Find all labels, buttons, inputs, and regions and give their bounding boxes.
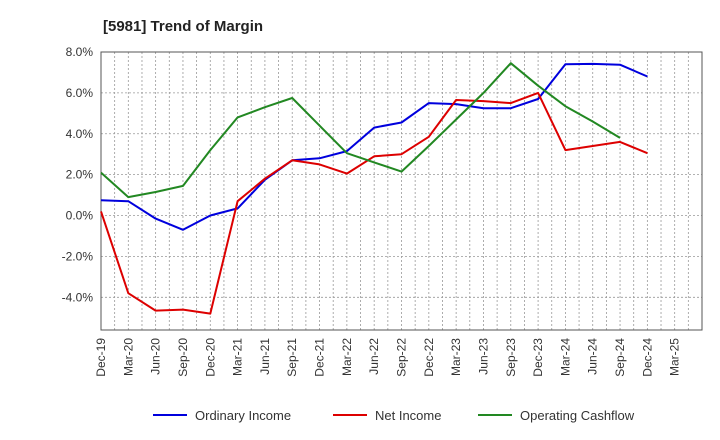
x-tick-label: Dec-24 — [640, 338, 654, 377]
x-tick-label: Sep-24 — [613, 338, 627, 377]
x-tick-label: Jun-21 — [258, 338, 272, 375]
series-line — [100, 62, 648, 231]
x-tick-label: Sep-22 — [395, 338, 409, 377]
chart-title: [5981] Trend of Margin — [103, 18, 263, 35]
x-tick-label: Mar-23 — [449, 338, 463, 376]
y-tick-label: -4.0% — [62, 290, 94, 304]
y-tick-label: 8.0% — [66, 45, 94, 59]
series-line — [100, 62, 621, 199]
x-tick-label: Mar-22 — [340, 338, 354, 376]
x-tick-label: Dec-20 — [203, 338, 217, 377]
plot-area — [100, 51, 703, 331]
legend-label: Net Income — [375, 408, 441, 423]
x-tick-label: Mar-25 — [668, 338, 682, 376]
x-tick-label: Mar-24 — [558, 338, 572, 376]
y-tick-label: 0.0% — [66, 209, 94, 223]
y-tick-label: -2.0% — [62, 249, 94, 263]
grid-lines — [101, 51, 702, 330]
x-tick-label: Sep-23 — [504, 338, 518, 377]
x-tick-label: Jun-24 — [586, 338, 600, 375]
x-tick-label: Mar-21 — [231, 338, 245, 376]
series-lines — [100, 62, 648, 315]
x-axis-ticks: Dec-19 Mar-20 Jun-20 Sep-20 Dec-20 Mar-21 Jun-… — [94, 338, 682, 377]
x-tick-label: Jun-23 — [476, 338, 490, 375]
x-tick-label: Jun-20 — [149, 338, 163, 375]
legend: Ordinary Income Net Income Operating Cashf… — [153, 408, 635, 423]
series-line — [100, 91, 648, 315]
x-tick-label: Jun-22 — [367, 338, 381, 375]
legend-label: Operating Cashflow — [520, 408, 635, 423]
x-tick-label: Mar-20 — [121, 338, 135, 376]
y-axis-ticks: 8.0% 6.0% 4.0% 2.0% 0.0% -2.0% -4.0% — [62, 45, 94, 304]
x-tick-label: Sep-20 — [176, 338, 190, 377]
legend-label: Ordinary Income — [195, 408, 291, 423]
y-tick-label: 6.0% — [66, 86, 94, 100]
x-tick-label: Dec-22 — [422, 338, 436, 377]
x-tick-label: Dec-23 — [531, 338, 545, 377]
x-tick-label: Dec-21 — [313, 338, 327, 377]
x-tick-label: Dec-19 — [94, 338, 108, 377]
y-tick-label: 2.0% — [66, 168, 94, 182]
y-tick-label: 4.0% — [66, 127, 94, 141]
x-tick-label: Sep-21 — [285, 338, 299, 377]
